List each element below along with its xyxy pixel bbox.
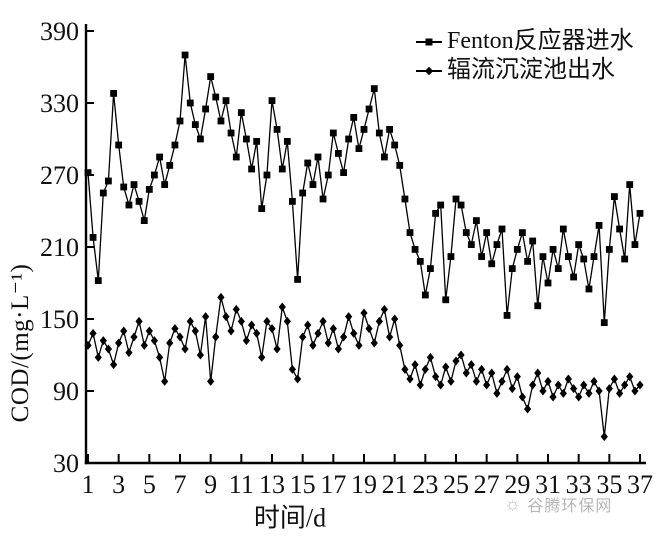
x-tick-label: 25 bbox=[443, 470, 469, 499]
legend-line-icon bbox=[416, 38, 442, 45]
x-tick-label: 35 bbox=[596, 470, 622, 499]
x-tick-label: 3 bbox=[112, 470, 125, 499]
x-tick-label: 23 bbox=[412, 470, 438, 499]
series-influent bbox=[84, 51, 644, 326]
x-tick-label: 27 bbox=[474, 470, 500, 499]
y-tick-label: 150 bbox=[40, 305, 79, 334]
y-tick-label: 210 bbox=[40, 233, 79, 262]
x-tick-label: 9 bbox=[204, 470, 217, 499]
square-marker-icon bbox=[425, 38, 433, 45]
y-tick-label: 330 bbox=[40, 89, 79, 118]
watermark: ☼ 谷腾环保网 bbox=[504, 492, 612, 516]
x-tick-label: 37 bbox=[627, 470, 653, 499]
x-tick-label: 33 bbox=[566, 470, 592, 499]
legend-label-effluent: 辐流沉淀池出水 bbox=[447, 57, 615, 83]
x-tick-label: 17 bbox=[320, 470, 346, 499]
y-tick-label: 270 bbox=[40, 161, 79, 190]
x-tick-label: 1 bbox=[82, 470, 95, 499]
x-tick-label: 11 bbox=[229, 470, 254, 499]
x-tick-label: 29 bbox=[504, 470, 530, 499]
tick-marks bbox=[86, 30, 641, 464]
diamond-marker-icon bbox=[424, 66, 434, 75]
x-tick-label: 21 bbox=[382, 470, 408, 499]
x-tick-label: 7 bbox=[174, 470, 187, 499]
legend-item-influent: Fenton反应器进水 bbox=[416, 27, 634, 56]
x-tick-label: 19 bbox=[351, 470, 377, 499]
x-axis-title: 时间/d bbox=[253, 503, 327, 533]
series-effluent bbox=[84, 292, 644, 442]
x-tick-label: 13 bbox=[259, 470, 285, 499]
watermark-text: 谷腾环保网 bbox=[527, 498, 613, 515]
y-tick-label: 90 bbox=[53, 377, 79, 406]
legend-line-icon bbox=[416, 66, 442, 75]
legend-label-influent: Fenton反应器进水 bbox=[447, 28, 634, 54]
legend-item-effluent: 辐流沉淀池出水 bbox=[416, 56, 634, 85]
x-tick-label: 5 bbox=[143, 470, 156, 499]
x-tick-label: 15 bbox=[290, 470, 316, 499]
sun-logo-icon: ☼ bbox=[504, 493, 523, 515]
y-tick-label: 30 bbox=[53, 449, 79, 478]
y-axis-title: COD/(mg·L⁻¹) bbox=[7, 263, 34, 423]
x-tick-label: 31 bbox=[535, 470, 561, 499]
y-tick-label: 390 bbox=[40, 17, 79, 46]
legend: Fenton反应器进水 辐流沉淀池出水 bbox=[416, 27, 634, 85]
